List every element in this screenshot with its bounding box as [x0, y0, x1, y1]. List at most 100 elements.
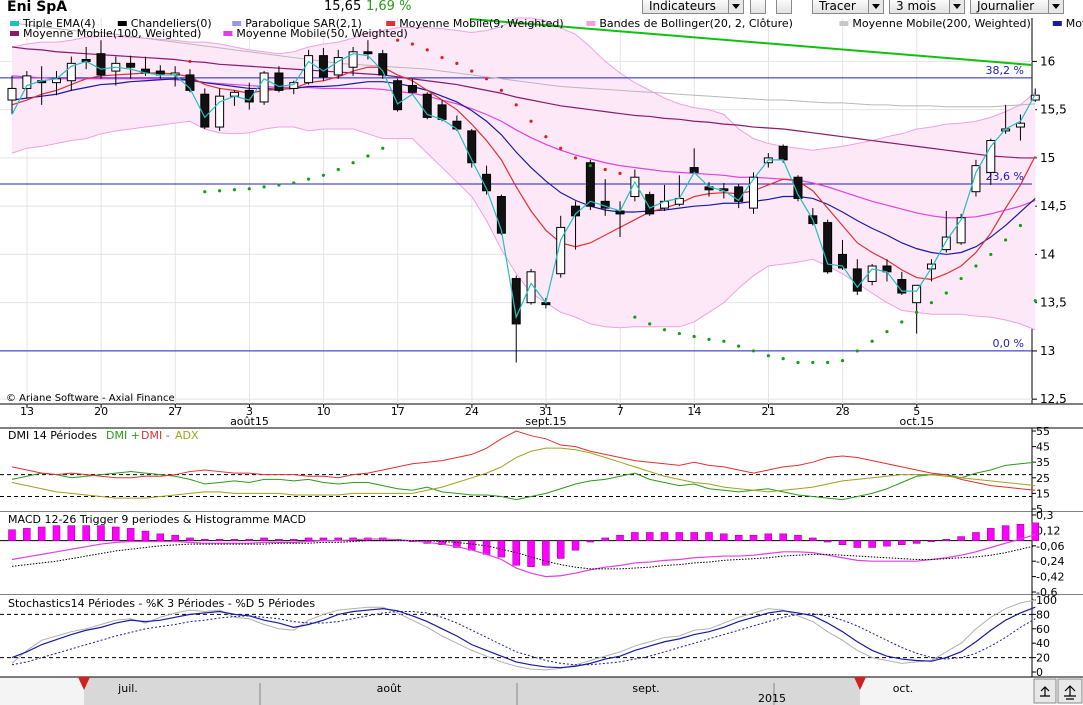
candle-body: [630, 176, 640, 198]
sar-dot: [692, 334, 696, 339]
macd-histogram-bar: [97, 525, 105, 541]
sar-dot: [870, 339, 874, 343]
macd-histogram-bar: [616, 534, 624, 541]
macd-histogram-bar: [482, 540, 491, 555]
y-tick-label: 0,12: [1036, 524, 1061, 537]
legend-label: Bandes de Bollinger(20, 2, Clôture): [599, 17, 793, 30]
sar-dot: [722, 339, 726, 343]
macd-line: [11, 534, 1036, 578]
candle-body: [318, 55, 328, 78]
sar-dot: [247, 187, 251, 191]
sar-dot: [796, 360, 800, 365]
candle-body: [941, 236, 951, 251]
timeline-month-label: août: [377, 682, 402, 695]
sar-dot: [707, 337, 711, 341]
period-select[interactable]: 3 mois: [889, 0, 965, 14]
macd-histogram-bar: [912, 540, 921, 544]
candle-body: [437, 104, 447, 120]
candle-body: [348, 51, 358, 68]
sar-dot: [915, 310, 919, 314]
y-tick-label: -0,06: [1036, 540, 1064, 553]
x-tick-label: 28: [836, 405, 850, 418]
macd-histogram-bar: [586, 540, 595, 543]
candle-body: [422, 93, 432, 118]
mm50-line: [11, 75, 1036, 219]
macd-histogram-bar: [809, 537, 817, 541]
candle-body: [363, 51, 373, 55]
y-tick-label: 40: [1036, 637, 1050, 650]
chevron-down-icon: [949, 0, 964, 13]
macd-histogram-bar: [215, 539, 224, 541]
sar-dot: [203, 190, 207, 194]
x-tick-label: 24: [465, 405, 479, 418]
macd-histogram-bar: [601, 537, 609, 541]
y-tick-label: 25: [1036, 472, 1050, 485]
macd-histogram-bar: [82, 525, 90, 541]
candle-body: [126, 62, 136, 68]
fib-level-label: 0,0 %: [993, 337, 1024, 350]
sar-dot: [588, 164, 592, 168]
macd-histogram-bar: [987, 528, 995, 541]
stoch-raw-line: [11, 599, 1036, 671]
y-tick-label: 0,3: [1036, 509, 1054, 522]
macd-histogram-bar: [467, 540, 476, 551]
legend-swatch: [1052, 21, 1062, 26]
x-tick-label: 17: [391, 405, 405, 418]
interval-select[interactable]: Journalier: [970, 0, 1064, 14]
sar-dot: [633, 315, 637, 319]
candle-body: [407, 85, 417, 93]
legend-label: Parabolique SAR(2,1): [245, 17, 362, 30]
zoom-in-icon: [1040, 686, 1050, 697]
channel-tool-icon[interactable]: [776, 0, 792, 14]
panel-bg: [0, 512, 1083, 595]
line-tool-icon[interactable]: [750, 0, 766, 14]
sar-dot: [544, 135, 548, 139]
copyright-text: © Ariane Software - Axial Finance: [6, 393, 175, 404]
y-tick-label: 0: [1036, 666, 1043, 679]
sar-dot: [603, 167, 607, 172]
sar-dot: [232, 188, 237, 192]
x-tick-label: 3: [246, 405, 253, 418]
indicators-dropdown[interactable]: Indicateurs: [642, 0, 744, 14]
sar-dot: [336, 167, 340, 172]
legend-swatch: [10, 31, 19, 36]
zoom-out-icon: [1064, 685, 1076, 700]
macd-histogram-bar: [8, 529, 16, 541]
panel-title: MACD 12-26 Trigger 9 periodes & Histogra…: [8, 513, 306, 526]
macd-histogram-bar: [749, 534, 758, 541]
candle-body: [837, 253, 847, 269]
macd-histogram-bar: [734, 534, 743, 541]
y-tick-label: 60: [1036, 623, 1050, 636]
macd-histogram-bar: [126, 528, 135, 541]
candle-body: [1015, 122, 1025, 128]
series-label: DMI +: [106, 429, 140, 442]
x-tick-label: 14: [687, 405, 701, 418]
macd-histogram-bar: [275, 539, 283, 541]
sar-dot: [1018, 223, 1023, 228]
panel-bg: [0, 428, 1083, 512]
chevron-down-icon: [728, 0, 743, 13]
candle-body: [274, 72, 284, 91]
macd-histogram-bar: [794, 534, 802, 541]
trace-dropdown[interactable]: Tracer: [812, 0, 884, 14]
trace-label: Tracer: [819, 0, 856, 13]
stock-title: Eni SpA: [7, 0, 68, 15]
dmi-line: [11, 461, 1036, 501]
y-tick-label: 14: [1040, 247, 1055, 261]
sar-dot: [1033, 299, 1037, 303]
panel-title: DMI 14 Périodes: [8, 429, 97, 442]
macd-histogram-bar: [631, 532, 639, 541]
sar-dot: [470, 69, 474, 73]
macd-histogram-bar: [527, 540, 535, 567]
sar-dot: [618, 171, 622, 175]
sar-dot: [751, 349, 756, 353]
sar-dot: [826, 360, 830, 365]
period-value: 3 mois: [896, 0, 937, 13]
macd-histogram-bar: [645, 532, 654, 541]
macd-histogram-bar: [156, 533, 165, 541]
candle-body: [585, 162, 595, 207]
sar-dot: [455, 61, 459, 65]
y-tick-label: 100: [1036, 594, 1057, 607]
macd-histogram-bar: [838, 540, 847, 546]
